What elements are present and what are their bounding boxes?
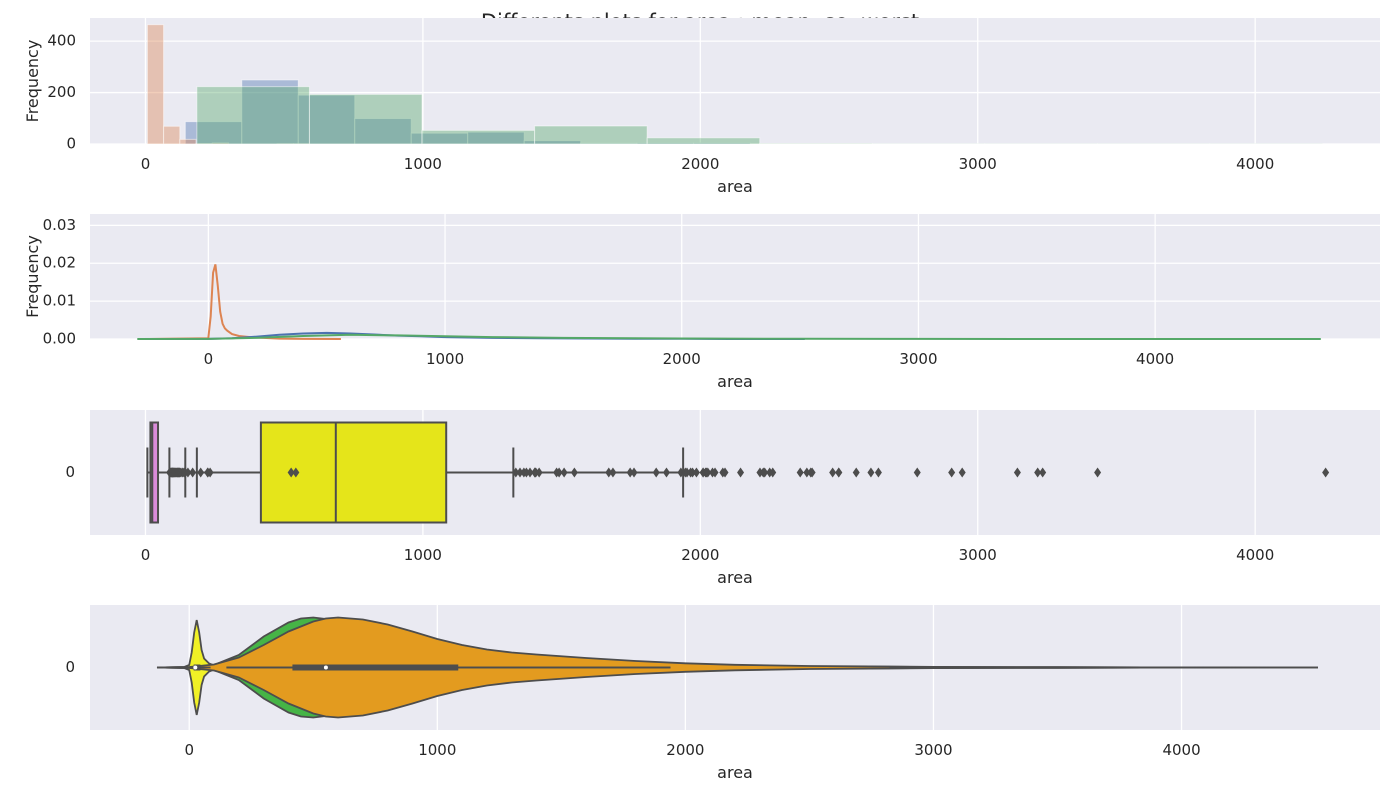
box-outlier	[692, 467, 700, 478]
violin-iqr	[293, 664, 459, 671]
box-outlier	[292, 467, 300, 478]
x-tick-label: 0	[184, 741, 194, 759]
box-outlier	[711, 467, 719, 478]
y-tick-label: 400	[47, 32, 76, 50]
hist-bar-worst	[534, 125, 648, 145]
box-outlier	[1094, 467, 1102, 478]
x-tick-label: 1000	[426, 350, 464, 368]
hist-bar-se	[163, 125, 181, 145]
x-tick-label: 0	[141, 546, 151, 564]
x-tick-label: 1000	[404, 155, 442, 173]
x-tick-label: 0	[141, 155, 151, 173]
box-outlier	[184, 467, 192, 478]
box-outlier	[913, 467, 921, 478]
x-tick-label: 2000	[681, 155, 719, 173]
x-tick-label: 3000	[914, 741, 952, 759]
y-tick-label: 0.01	[43, 292, 76, 310]
box-outlier	[808, 467, 816, 478]
hist-bar-worst	[759, 142, 873, 145]
hist-bar-se	[146, 24, 165, 145]
box-outlier	[197, 467, 205, 478]
box-outlier	[769, 467, 777, 478]
box-outlier	[287, 467, 295, 478]
x-tick-label: 2000	[681, 546, 719, 564]
hist-bar-worst	[308, 93, 423, 145]
x-tick-label: 3000	[959, 155, 997, 173]
y-tick-label: 0	[65, 463, 75, 481]
violin-violin_top	[156, 616, 1319, 719]
box-outlier	[829, 467, 837, 478]
box-outlier	[958, 467, 966, 478]
x-axis-label: area	[717, 372, 753, 391]
box-outlier	[1013, 467, 1021, 478]
x-tick-label: 4000	[1136, 350, 1174, 368]
violin-median	[323, 665, 328, 670]
hist-bar-worst	[646, 137, 761, 145]
x-axis-label: area	[717, 177, 753, 196]
box-outlier	[948, 467, 956, 478]
box-outlier	[874, 467, 882, 478]
x-tick-label: 3000	[959, 546, 997, 564]
x-tick-label: 2000	[663, 350, 701, 368]
box-outlier	[796, 467, 804, 478]
density-line-worst	[137, 333, 1321, 340]
y-tick-label: 0.00	[43, 330, 76, 348]
box-outlier	[206, 467, 214, 478]
x-tick-label: 2000	[666, 741, 704, 759]
y-tick-label: 200	[47, 83, 76, 101]
y-tick-label: 0.02	[43, 254, 76, 272]
box-outlier	[867, 467, 875, 478]
box-outlier	[1039, 467, 1047, 478]
box-outlier	[683, 467, 691, 478]
plot-area-1	[90, 18, 1380, 144]
hist-bar-mean	[354, 118, 412, 145]
hist-bar-mean	[241, 79, 299, 145]
box-outlier	[689, 467, 697, 478]
x-axis-label: area	[717, 568, 753, 587]
box-box_se	[149, 421, 160, 524]
box-outlier	[835, 467, 843, 478]
box-outlier	[737, 467, 745, 478]
y-tick-label: 0	[66, 135, 76, 153]
box-outlier	[1322, 467, 1330, 478]
y-axis-label: Frequency	[23, 235, 42, 318]
box-outlier	[803, 467, 811, 478]
x-tick-label: 0	[204, 350, 214, 368]
plot-area-2	[90, 214, 1380, 339]
hist-bar-se	[179, 138, 197, 145]
hist-bar-mean	[297, 94, 356, 145]
violin-median	[193, 665, 198, 670]
x-tick-label: 4000	[1162, 741, 1200, 759]
box-outlier	[704, 467, 712, 478]
x-tick-label: 1000	[418, 741, 456, 759]
hist-bar-worst	[421, 129, 536, 145]
box-outlier	[761, 467, 769, 478]
y-tick-label: 0.03	[43, 216, 76, 234]
box-outlier	[189, 467, 197, 478]
box-outlier	[852, 467, 860, 478]
y-axis-label: Frequency	[23, 40, 42, 123]
x-tick-label: 4000	[1236, 155, 1274, 173]
x-tick-label: 1000	[404, 546, 442, 564]
y-tick-label: 0	[65, 658, 75, 676]
x-tick-label: 4000	[1236, 546, 1274, 564]
x-tick-label: 3000	[899, 350, 937, 368]
box-outlier	[1034, 467, 1042, 478]
box-outlier	[721, 467, 729, 478]
x-axis-label: area	[717, 763, 753, 782]
hist-bar-worst	[196, 86, 310, 145]
